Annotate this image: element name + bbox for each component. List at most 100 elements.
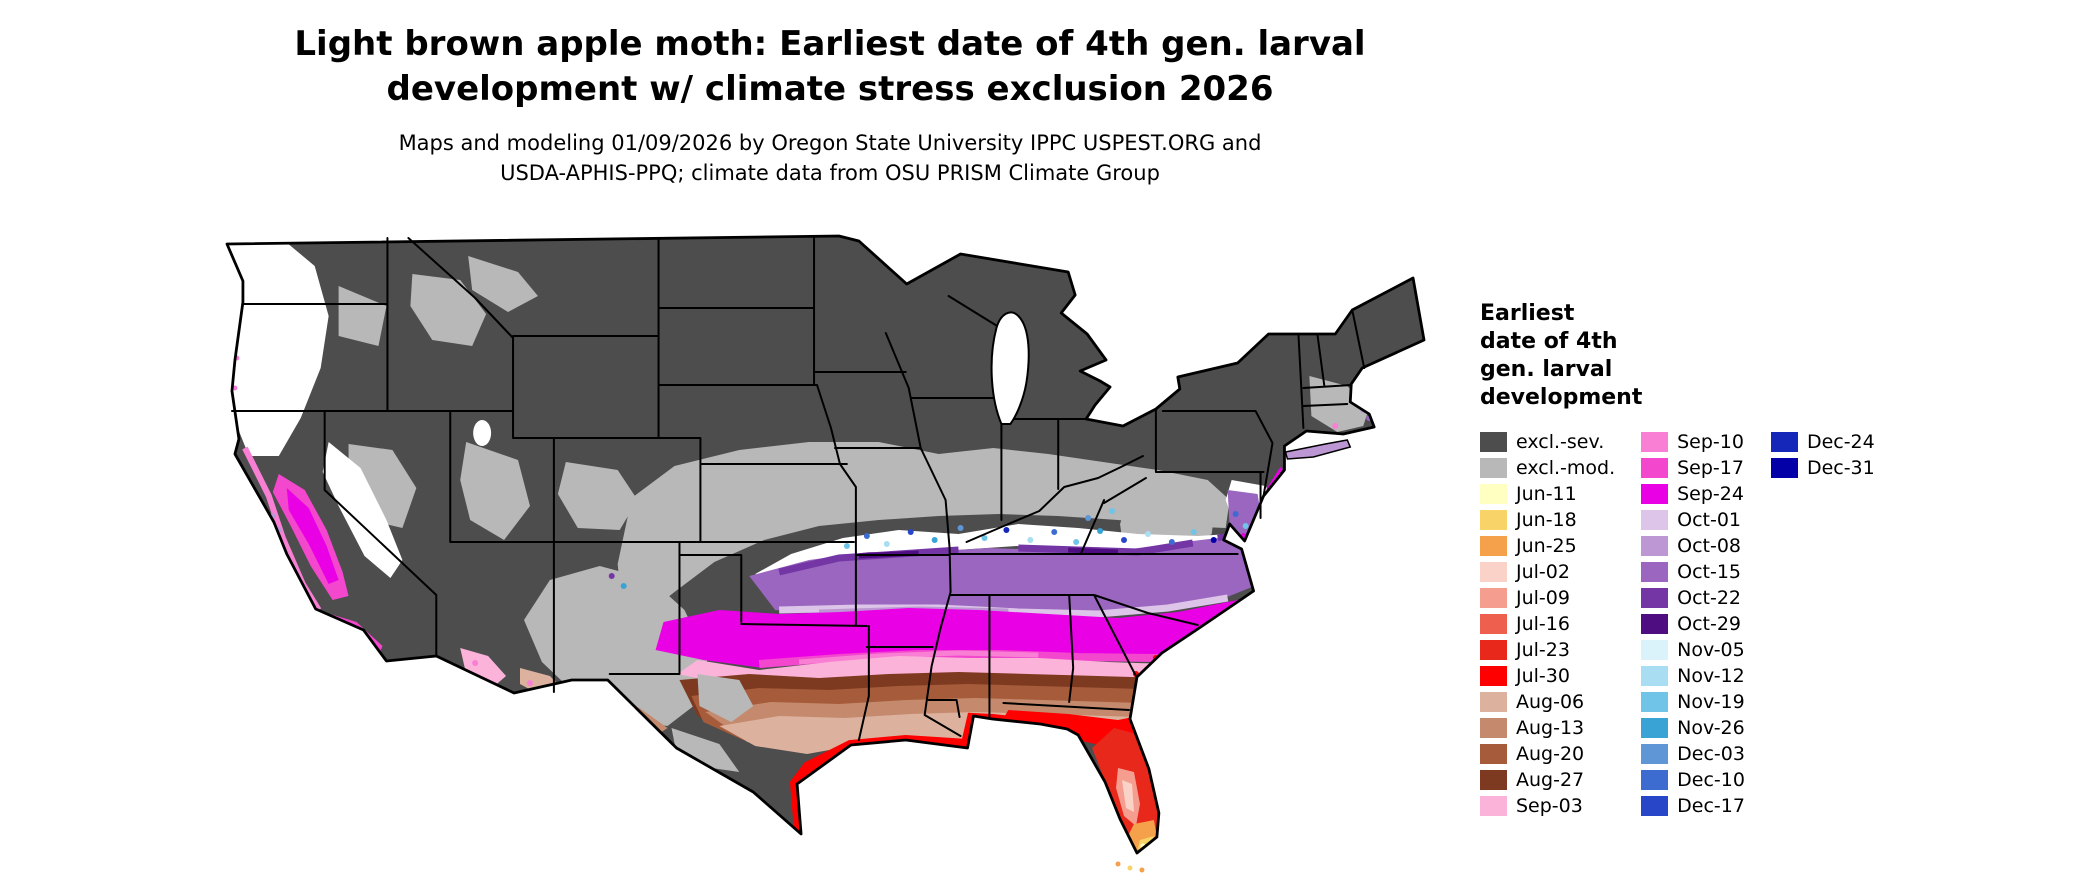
legend-label: Dec-17 — [1677, 794, 1745, 817]
legend-label: Jun-25 — [1516, 534, 1577, 557]
legend-item-aug20: Aug-20 — [1480, 741, 1615, 767]
legend-swatch — [1641, 431, 1669, 452]
legend-item-jul09: Jul-09 — [1480, 585, 1615, 611]
legend-swatch — [1480, 743, 1507, 764]
legend-swatch — [1641, 613, 1669, 634]
map-legend: Earliest date of 4th gen. larval develop… — [1480, 300, 2060, 819]
map-title-line1: Light brown apple moth: Earliest date of… — [294, 24, 1366, 64]
legend-label: Jun-11 — [1516, 482, 1577, 505]
legend-item-oct22: Oct-22 — [1641, 585, 1745, 611]
legend-item-dec31: Dec-31 — [1770, 455, 1875, 481]
legend-label: Oct-01 — [1677, 508, 1742, 531]
legend-item-nov19: Nov-19 — [1641, 689, 1745, 715]
legend-item-oct08: Oct-08 — [1641, 533, 1745, 559]
legend-label: Jun-18 — [1516, 508, 1577, 531]
legend-item-aug27: Aug-27 — [1480, 767, 1615, 793]
legend-title-line2: date of 4th — [1480, 329, 1618, 355]
legend-item-oct15: Oct-15 — [1641, 559, 1745, 585]
legend-label: Nov-19 — [1677, 690, 1745, 713]
legend-label: Sep-03 — [1516, 794, 1583, 817]
map-subtitle-line2: USDA-APHIS-PPQ; climate data from OSU PR… — [500, 161, 1160, 186]
legend-label: Jul-16 — [1516, 612, 1570, 635]
legend-item-sep24: Sep-24 — [1641, 481, 1745, 507]
legend-label: Aug-06 — [1516, 690, 1585, 713]
legend-swatch — [1641, 743, 1669, 764]
legend-column-3: Dec-24 Dec-31 — [1770, 429, 1875, 481]
legend-swatch — [1641, 457, 1669, 478]
legend-swatch — [1480, 431, 1507, 452]
state-borders — [230, 237, 1366, 741]
legend-label: Dec-31 — [1806, 456, 1875, 479]
legend-label: Oct-08 — [1677, 534, 1742, 557]
legend-swatch — [1480, 665, 1507, 686]
us-map — [221, 228, 1427, 884]
legend-swatch — [1641, 795, 1669, 816]
legend-item-sep17: Sep-17 — [1641, 455, 1745, 481]
legend-item-nov12: Nov-12 — [1641, 663, 1745, 689]
legend-item-jul02: Jul-02 — [1480, 559, 1615, 585]
legend-item-sep10: Sep-10 — [1641, 429, 1745, 455]
legend-swatch — [1641, 561, 1669, 582]
legend-swatch — [1641, 509, 1669, 530]
legend-swatch — [1770, 431, 1798, 452]
us-map-svg — [225, 234, 1426, 873]
map-fill-layer — [226, 236, 1425, 853]
legend-swatch — [1641, 691, 1669, 712]
legend-item-aug13: Aug-13 — [1480, 715, 1615, 741]
legend-label: Sep-17 — [1677, 456, 1744, 479]
legend-label: Oct-15 — [1677, 560, 1742, 583]
legend-swatch — [1641, 639, 1669, 660]
legend-item-jul23: Jul-23 — [1480, 637, 1615, 663]
legend-label: Sep-24 — [1677, 482, 1744, 505]
legend-item-dec17: Dec-17 — [1641, 793, 1745, 819]
legend-swatch — [1641, 717, 1669, 738]
us-outline — [225, 234, 1426, 855]
legend-item-jun25: Jun-25 — [1480, 533, 1615, 559]
legend-swatch — [1480, 587, 1507, 608]
legend-label: Aug-27 — [1516, 768, 1585, 791]
legend-item-dec10: Dec-10 — [1641, 767, 1745, 793]
legend-title-line3: gen. larval — [1480, 357, 1613, 383]
legend-label: Sep-10 — [1677, 430, 1744, 453]
legend-item-jul16: Jul-16 — [1480, 611, 1615, 637]
legend-columns: excl.-sev. excl.-mod. Jun-11 Jun-18 Jun-25 Ju… — [1480, 429, 2060, 819]
legend-swatch — [1641, 769, 1669, 790]
legend-swatch — [1480, 769, 1507, 790]
legend-title: Earliest date of 4th gen. larval develop… — [1480, 300, 2060, 413]
legend-swatch — [1480, 483, 1507, 504]
florida-keys — [1115, 861, 1145, 873]
legend-swatch — [1480, 613, 1507, 634]
map-title-line2: development w/ climate stress exclusion … — [386, 68, 1274, 109]
legend-swatch — [1641, 483, 1669, 504]
legend-label: Aug-20 — [1516, 742, 1585, 765]
legend-label: Dec-03 — [1677, 742, 1745, 765]
legend-swatch — [1480, 535, 1507, 556]
legend-label: Oct-29 — [1677, 612, 1742, 635]
legend-swatch — [1480, 691, 1507, 712]
legend-label: Nov-05 — [1677, 638, 1745, 661]
legend-label: Jul-09 — [1516, 586, 1570, 609]
legend-swatch — [1770, 457, 1798, 478]
legend-label: Oct-22 — [1677, 586, 1742, 609]
legend-column-1: excl.-sev. excl.-mod. Jun-11 Jun-18 Jun-25 Ju… — [1480, 429, 1615, 819]
legend-item-oct29: Oct-29 — [1641, 611, 1745, 637]
legend-label: Dec-10 — [1677, 768, 1745, 791]
legend-label: excl.-mod. — [1516, 456, 1616, 479]
legend-swatch — [1480, 717, 1507, 738]
legend-column-2: Sep-10 Sep-17 Sep-24 Oct-01 Oct-08 Oct-15 Oct-… — [1641, 429, 1745, 819]
map-header: Light brown apple moth: Earliest date of… — [0, 22, 1660, 189]
legend-item-sep03: Sep-03 — [1480, 793, 1615, 819]
legend-swatch — [1480, 795, 1507, 816]
legend-item-excl-sev: excl.-sev. — [1480, 429, 1615, 455]
long-island — [1284, 439, 1352, 460]
legend-title-line4: development — [1480, 385, 1643, 411]
legend-label: Aug-13 — [1516, 716, 1585, 739]
legend-swatch — [1641, 587, 1669, 608]
legend-label: Nov-12 — [1677, 664, 1745, 687]
legend-swatch — [1480, 457, 1507, 478]
lake-michigan — [990, 311, 1030, 425]
legend-item-nov26: Nov-26 — [1641, 715, 1745, 741]
legend-item-jul30: Jul-30 — [1480, 663, 1615, 689]
legend-swatch — [1480, 561, 1507, 582]
